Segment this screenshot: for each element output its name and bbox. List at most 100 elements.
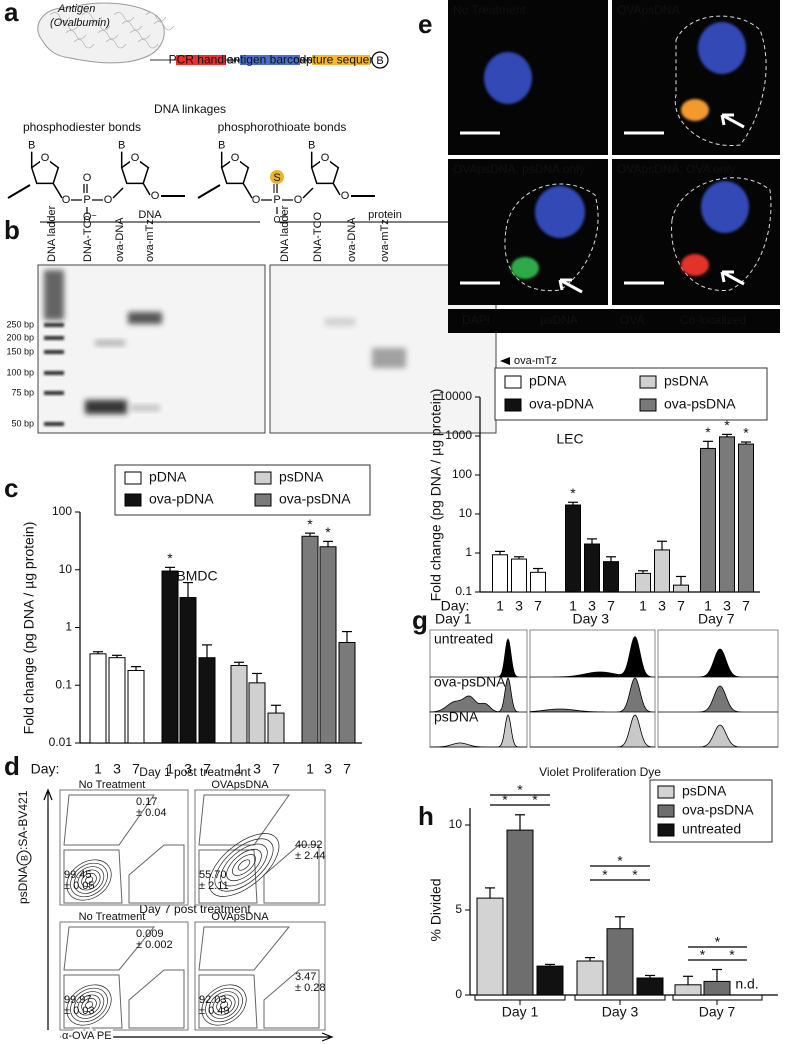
atom-bg: [230, 152, 240, 163]
bar: [492, 554, 508, 593]
arrow: [720, 113, 745, 129]
atom: B: [218, 140, 225, 152]
y-tick-label: 0.1: [455, 584, 472, 598]
bar: [161, 570, 179, 744]
significance-star: *: [602, 867, 608, 883]
x-tick-label: 7: [742, 598, 750, 614]
gate-sd: ± 0.03: [64, 1005, 95, 1017]
significance-star: *: [532, 792, 538, 808]
bar: [536, 965, 564, 996]
x-tick-label: 3: [324, 761, 332, 777]
contour: [66, 984, 112, 1026]
panel-label: e: [418, 9, 432, 39]
legend-label: pDNA: [529, 373, 567, 389]
gate-value: 99.97: [64, 994, 92, 1006]
protein-texture: [73, 39, 95, 49]
significance-star: *: [617, 853, 623, 869]
sugar-ring: [310, 157, 340, 185]
gel-band: [325, 318, 355, 326]
gate-value: 40.92: [295, 839, 323, 851]
micrograph: [448, 159, 608, 305]
sugar-ring: [30, 157, 60, 185]
atom: O: [341, 190, 350, 202]
y-axis-label: % Divided: [428, 878, 444, 941]
biotin-label: B: [376, 55, 383, 67]
bar: [338, 641, 356, 744]
y-axis-label: psDNA B:SA-BV421: [16, 790, 32, 904]
flow-plot: [194, 921, 326, 1031]
legend-label: psDNA: [279, 469, 324, 485]
linkages-title: DNA linkages: [154, 102, 226, 116]
atom: P: [273, 194, 280, 206]
x-tick-label: 7: [343, 761, 351, 777]
antigen-name: (Ovalbumin): [50, 17, 110, 29]
atom: P: [83, 194, 90, 206]
contour: [81, 872, 97, 888]
protein-texture: [89, 21, 111, 31]
flow-plot: [59, 921, 189, 1031]
atom-charge: −: [91, 210, 96, 220]
day-title: Day 7 post treatment: [139, 902, 251, 916]
row-label: untreated: [434, 631, 493, 647]
y-tick-label: 0.01: [49, 735, 73, 749]
x-tick-label: 7: [203, 761, 211, 777]
contour: [220, 843, 268, 887]
histogram: [530, 714, 656, 748]
legend-swatch: [657, 785, 675, 799]
dna-segment: [176, 55, 226, 65]
ladder-band: [44, 350, 64, 354]
y-tick-label: 1: [65, 620, 72, 634]
panel-label: h: [418, 801, 434, 831]
protein-texture: [57, 21, 79, 31]
segment-label: NNN: [300, 58, 312, 64]
gate-sd: ± 0.28: [295, 982, 326, 994]
micrograph: [612, 0, 780, 155]
histogram: [429, 714, 527, 748]
gate-sd: ± 2.44: [295, 850, 326, 862]
segment-label: PCR handle: [169, 53, 234, 67]
x-axis-label: α-OVA PE: [62, 1030, 112, 1042]
bar: [511, 558, 527, 593]
lane-label: ova-mTz: [144, 219, 156, 262]
signal: [511, 257, 539, 279]
atom: O: [83, 172, 92, 184]
ladder-band: [44, 323, 64, 327]
contour: [77, 869, 101, 891]
nucleus: [484, 52, 532, 104]
signal: [681, 254, 709, 276]
gel-band: [85, 400, 127, 414]
protein-texture: [137, 39, 159, 49]
legend-box: [494, 367, 768, 421]
protein-texture: [49, 12, 71, 22]
protein-texture: [97, 30, 119, 40]
bar: [89, 653, 107, 744]
bar: [530, 571, 546, 593]
gate: [198, 926, 291, 971]
x-tick-label: 3: [658, 598, 666, 614]
x-tick-label: 3: [723, 598, 731, 614]
band-arrow: [500, 357, 510, 365]
atom: O: [252, 194, 261, 206]
bond: [332, 182, 341, 196]
signal: [681, 99, 709, 121]
x-tick-label: 7: [534, 598, 542, 614]
y-axis-label: Fold change (pg DNA / µg protein): [428, 389, 444, 602]
x-tick-label: 1: [94, 761, 102, 777]
protein-texture: [105, 39, 127, 49]
ladder-label: 250 bp: [6, 319, 34, 329]
protein-structure: [37, 2, 165, 64]
legend-swatch: [124, 471, 142, 485]
x-tick-label: 7: [272, 761, 280, 777]
contour: [237, 859, 251, 871]
x-tick-label: Day 3: [602, 1004, 639, 1020]
legend-swatch: [504, 375, 522, 389]
contour: [81, 997, 97, 1013]
contour: [84, 876, 94, 884]
x-tick-label: 7: [607, 598, 615, 614]
x-tick-label: 1: [235, 761, 243, 777]
histogram: [658, 724, 778, 748]
atom: O: [104, 194, 113, 206]
group-bracket: [672, 995, 763, 1005]
protein-texture: [65, 30, 87, 40]
contour: [73, 991, 105, 1019]
